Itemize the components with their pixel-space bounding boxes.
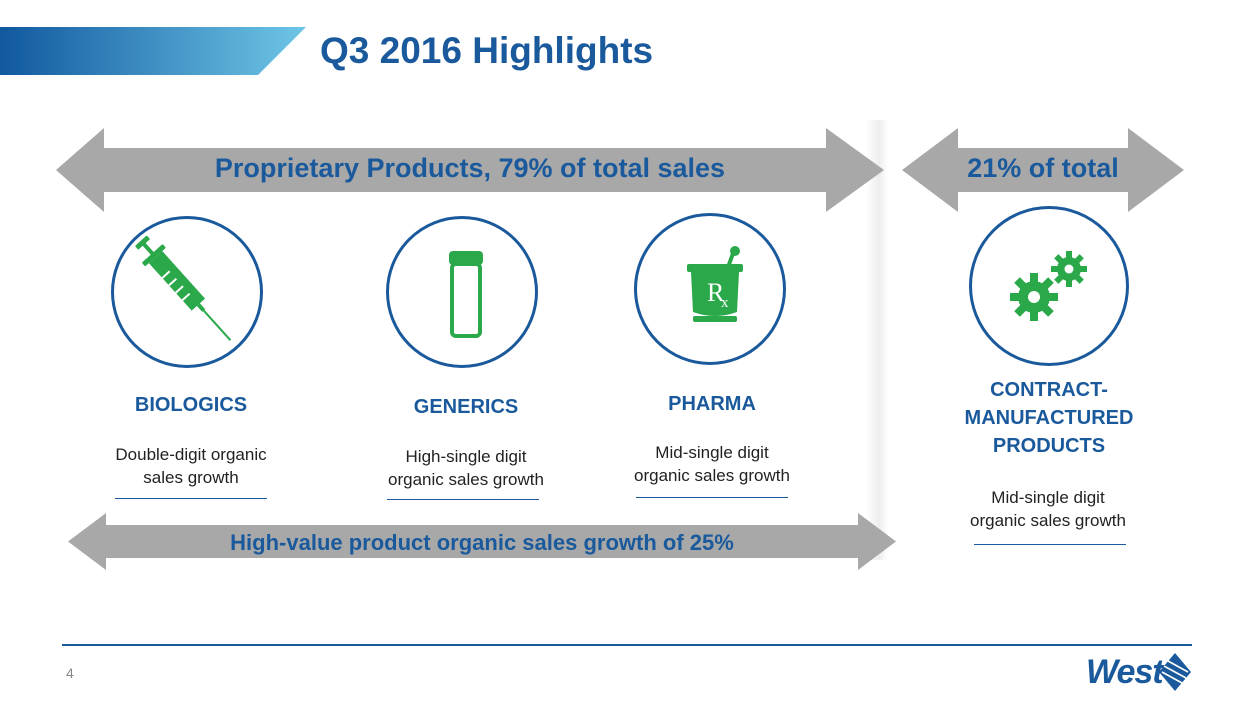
biologics-circle [111,216,263,368]
pharma-desc: Mid-single digit organic sales growth [592,441,832,487]
pharma-underline [636,497,788,498]
high-value-arrow-label: High-value product organic sales growth … [230,530,734,555]
generics-title: GENERICS [413,396,519,418]
svg-text:R: R [707,278,725,307]
generics-desc-line1: High-single digit [405,447,527,466]
contract-circle [969,206,1129,366]
vial-icon [449,251,483,338]
west-logo-icon [1159,653,1191,691]
contract-title-line1: CONTRACT- [990,379,1108,401]
biologics-desc-line1: Double-digit organic [115,445,267,464]
pharma-desc-line1: Mid-single digit [655,443,769,462]
section-divider-shadow [866,120,888,560]
contract-title-line3: PRODUCTS [992,435,1106,457]
generics-underline [387,499,539,500]
pharma-circle: R x [634,213,786,365]
generics-desc-line2: organic sales growth [388,470,544,489]
pharma-desc-line2: organic sales growth [634,466,790,485]
generics-desc: High-single digit organic sales growth [346,445,586,491]
proprietary-double-arrow [56,128,884,212]
contract-desc-line2: organic sales growth [970,511,1126,530]
contract-underline [974,544,1126,545]
biologics-desc-line2: sales growth [143,468,239,487]
gears-icon [1010,251,1087,321]
biologics-desc: Double-digit organic sales growth [71,443,311,489]
footer-rule [62,644,1192,646]
pharma-title: PHARMA [668,393,756,415]
high-value-double-arrow [68,513,896,570]
proprietary-arrow-label: Proprietary Products, 79% of total sales [214,153,726,183]
contract-desc-line1: Mid-single digit [991,488,1105,507]
biologics-title: BIOLOGICS [134,394,248,416]
title-accent-band [0,27,306,75]
page-title: Q3 2016 Highlights [320,30,654,71]
contract-arrow-label: 21% of total [967,153,1119,183]
page-number: 4 [66,665,74,681]
biologics-underline [115,498,267,499]
west-logo-text: West [1086,653,1164,691]
mortar-pestle-rx-icon: R x [687,246,743,322]
contract-title-line2: MANUFACTURED [964,407,1134,429]
syringe-icon [135,235,232,341]
contract-desc: Mid-single digit organic sales growth [928,486,1168,532]
svg-text:x: x [721,295,729,311]
contract-double-arrow [902,128,1184,212]
generics-circle [386,216,538,368]
contract-title: CONTRACT- MANUFACTURED PRODUCTS [930,376,1168,460]
